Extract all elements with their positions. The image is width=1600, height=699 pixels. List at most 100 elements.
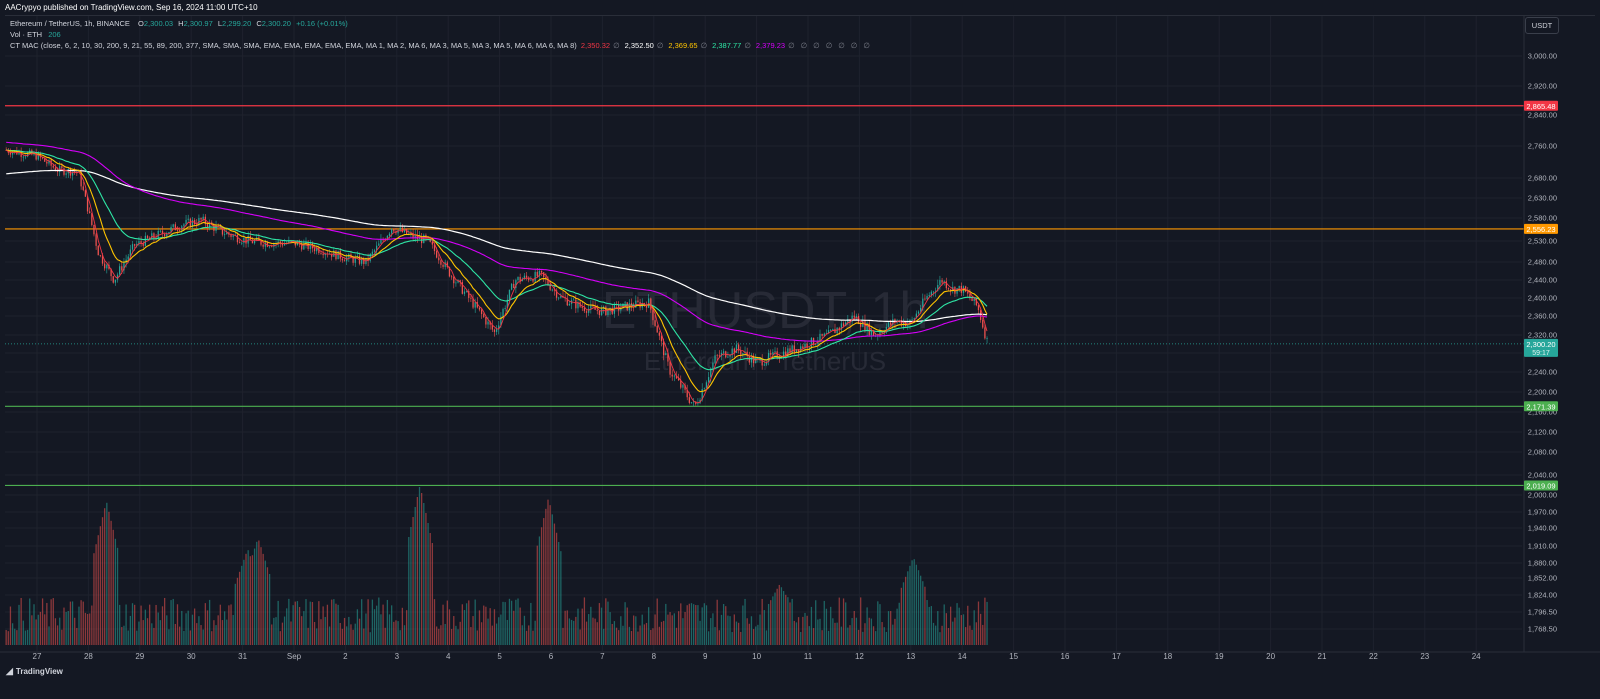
volume-bar — [311, 602, 314, 645]
volume-bar — [928, 606, 930, 645]
candle-body — [986, 338, 988, 339]
candle-body — [821, 333, 823, 336]
volume-bar — [226, 619, 228, 645]
volume-bar — [388, 614, 391, 645]
legend-empty-marker: ∅ — [700, 41, 708, 50]
volume-bar — [245, 553, 247, 645]
candle-body — [866, 323, 868, 331]
volume-bar — [56, 625, 59, 645]
legend-empty-marker: ∅ — [744, 41, 751, 50]
candle-body — [920, 307, 922, 312]
legend-symbol[interactable]: Ethereum / TetherUS, 1h, BINANCE — [10, 19, 130, 28]
candle-body — [296, 241, 299, 246]
volume-bar — [206, 610, 209, 645]
currency-button[interactable]: USDT — [1525, 17, 1559, 34]
candle-body — [845, 322, 847, 326]
candle-body — [506, 299, 508, 309]
candle-body — [600, 308, 603, 316]
volume-bar — [149, 604, 151, 645]
volume-bar — [363, 628, 365, 645]
volume-bar — [857, 629, 860, 645]
volume-bar — [568, 618, 571, 645]
volume-bar — [937, 611, 939, 645]
candle-body — [793, 345, 795, 353]
volume-bar — [746, 618, 748, 645]
candle-body — [508, 289, 511, 300]
candle-body — [99, 255, 102, 257]
volume-bar — [144, 609, 147, 645]
volume-bar — [624, 602, 626, 645]
legend-indicator-row[interactable]: CT MAC (close, 6, 2, 10, 30, 200, 9, 21,… — [10, 40, 873, 51]
candle-body — [149, 238, 151, 239]
ma-purple-line — [6, 141, 988, 342]
volume-bar — [20, 597, 22, 645]
volume-bar — [228, 605, 230, 645]
volume-bar — [256, 541, 258, 645]
volume-bar — [692, 604, 695, 645]
candle-body — [253, 240, 256, 244]
volume-bar — [530, 602, 532, 645]
candle-body — [842, 323, 845, 326]
candle-body — [620, 308, 622, 311]
legend-volume-label[interactable]: Vol · ETH — [10, 30, 43, 39]
candle-body — [637, 300, 639, 302]
legend-empty-marker: ∅ — [838, 41, 845, 50]
volume-bar — [960, 615, 962, 645]
legend-symbol-row[interactable]: Ethereum / TetherUS, 1h, BINANCE O2,300.… — [10, 18, 873, 29]
volume-bar — [510, 600, 513, 645]
volume-bar — [725, 606, 727, 645]
volume-bar — [361, 599, 363, 645]
candle-body — [11, 152, 14, 155]
volume-bar — [521, 625, 523, 645]
candle-body — [543, 272, 545, 278]
volume-bar — [740, 631, 742, 645]
price-tick-label: 2,200.00 — [1528, 388, 1557, 397]
candle-body — [733, 348, 735, 353]
price-tick-label: 2,160.00 — [1528, 408, 1557, 417]
candle-body — [144, 235, 147, 246]
legend-indicator[interactable]: CT MAC (close, 6, 2, 10, 30, 200, 9, 21,… — [10, 41, 577, 50]
tradingview-logo[interactable]: ◢ TradingView — [6, 666, 63, 677]
candle-body — [971, 298, 973, 301]
legend-volume-row[interactable]: Vol · ETH 206 — [10, 29, 873, 40]
volume-bar — [767, 603, 770, 645]
chart-frame — [5, 15, 1595, 692]
volume-bar — [191, 614, 194, 645]
candle-body — [782, 351, 785, 358]
volume-bar — [89, 613, 91, 645]
volume-bar — [44, 614, 46, 645]
volume-bar — [962, 614, 965, 645]
volume-bar — [643, 624, 646, 645]
volume-bar — [286, 608, 288, 645]
candle-body — [838, 327, 840, 330]
volume-bar — [290, 621, 292, 645]
volume-bar — [52, 598, 54, 645]
time-tick-label: 10 — [752, 652, 761, 661]
candle-body — [226, 232, 228, 235]
volume-bar — [977, 601, 980, 645]
candle-body — [185, 219, 187, 225]
level-price-label: 2,865.48 — [1526, 102, 1555, 111]
volume-bar — [607, 601, 609, 645]
volume-bar — [348, 616, 350, 645]
volume-bar — [26, 629, 29, 645]
candle-body — [393, 228, 395, 232]
candle-body — [500, 316, 502, 326]
volume-bar — [498, 617, 500, 645]
candle-body — [395, 231, 397, 234]
volume-bar — [448, 609, 451, 645]
time-tick-label: 17 — [1112, 652, 1121, 661]
candle-body — [577, 302, 579, 309]
candle-body — [101, 255, 104, 264]
volume-bar — [166, 615, 168, 645]
candle-body — [142, 243, 144, 246]
price-tick-label: 2,360.00 — [1528, 312, 1557, 321]
candle-body — [594, 306, 596, 310]
candle-body — [558, 297, 560, 299]
volume-bar — [151, 623, 153, 645]
tradingview-logo-text: TradingView — [15, 667, 63, 676]
time-tick-label: Sep — [287, 652, 302, 661]
volume-bar — [54, 618, 57, 645]
